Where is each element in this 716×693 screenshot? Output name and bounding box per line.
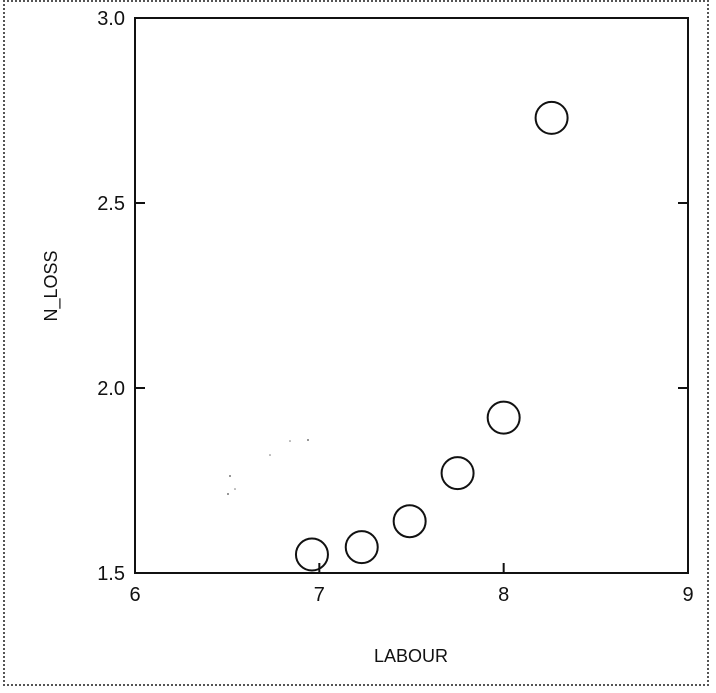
- x-axis: 6 7 8 9: [129, 563, 694, 606]
- data-point: [392, 504, 427, 539]
- x-axis-label: LABOUR: [374, 646, 448, 666]
- y-tick-label: 2.0: [97, 378, 125, 400]
- x-tick-label: 9: [682, 584, 693, 606]
- x-tick-label: 6: [129, 584, 140, 606]
- y-axis-label: N_LOSS: [41, 250, 62, 321]
- y-tick-label: 3.0: [97, 8, 125, 30]
- y-tick-label: 1.5: [97, 563, 125, 585]
- x-tick-label: 7: [314, 584, 325, 606]
- data-point: [534, 100, 569, 135]
- data-points: [294, 100, 569, 572]
- data-point: [294, 537, 329, 572]
- plot-area: [134, 17, 689, 574]
- data-point: [486, 400, 521, 435]
- y-axis: 1.5 2.0 2.5 3.0: [97, 8, 688, 585]
- y-tick-label: 2.5: [97, 193, 125, 215]
- x-tick-label: 8: [498, 584, 509, 606]
- data-point: [344, 530, 379, 565]
- faint-artifact-marks: [227, 439, 309, 495]
- chart-frame: [3, 0, 709, 686]
- data-point: [440, 456, 475, 491]
